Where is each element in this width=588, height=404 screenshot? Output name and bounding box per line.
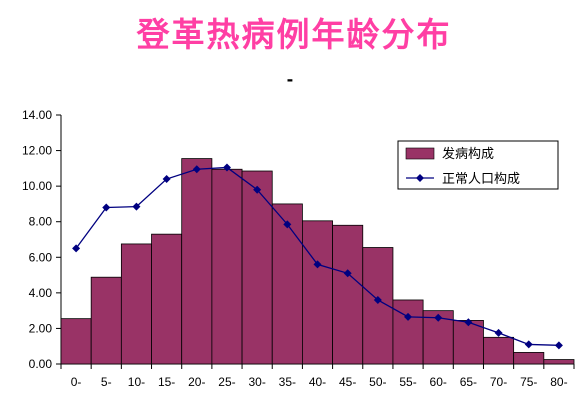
- chart-title: 登革热病例年龄分布: [136, 15, 452, 54]
- x-tick-label: 35-: [279, 375, 296, 389]
- y-tick-label: 12.00: [22, 144, 52, 158]
- y-axis: 0.00 2.00 4.00 6.00 8.00 10.00 12.00 14.00: [22, 108, 62, 371]
- x-tick-label: 5-: [101, 375, 112, 389]
- bar: [181, 158, 213, 365]
- y-tick-label: 8.00: [29, 215, 53, 229]
- bar: [302, 220, 333, 365]
- bar: [211, 168, 243, 365]
- x-tick-label: 55-: [399, 375, 416, 389]
- bar: [241, 170, 273, 365]
- line-series: [72, 163, 563, 350]
- line-point: [404, 312, 413, 321]
- x-tick-label: 60-: [430, 375, 447, 389]
- line-point: [434, 313, 443, 322]
- line-point: [524, 340, 533, 349]
- legend-label-bars: 发病构成: [442, 146, 494, 162]
- x-tick-label: 15-: [158, 375, 175, 389]
- bar: [452, 320, 484, 365]
- y-tick-label: 2.00: [29, 321, 53, 335]
- x-tick-label: 75-: [520, 375, 537, 389]
- x-tick-label: 10-: [128, 375, 145, 389]
- legend-bar-swatch: [405, 147, 435, 160]
- line-point: [494, 328, 503, 337]
- x-tick-label: 70-: [490, 375, 507, 389]
- bar: [483, 336, 515, 365]
- x-tick-label: 25-: [218, 375, 235, 389]
- line-point: [222, 163, 231, 172]
- x-axis: 0- 5- 10- 15- 20- 25- 30- 35- 40- 45- 50- 55- 60- 65-…: [60, 363, 575, 389]
- bar: [543, 359, 575, 365]
- bar-series: [60, 158, 575, 365]
- line-point: [253, 185, 262, 194]
- line-point: [72, 244, 81, 253]
- bar: [332, 224, 364, 365]
- y-tick-label: 10.00: [22, 179, 52, 193]
- x-tick-label: 0-: [71, 375, 82, 389]
- bar: [151, 233, 183, 365]
- legend: 发病构成 正常人口构成: [397, 140, 559, 190]
- x-tick-label: 20-: [188, 375, 205, 389]
- line-point: [162, 175, 171, 184]
- bar: [120, 243, 152, 365]
- legend-label-line: 正常人口构成: [442, 172, 520, 187]
- bar: [513, 352, 545, 365]
- x-tick-label: 30-: [248, 375, 265, 389]
- y-tick-label: 14.00: [22, 108, 52, 122]
- y-tick-label: 4.00: [29, 286, 53, 300]
- line-point: [554, 341, 563, 350]
- line-point: [132, 202, 141, 211]
- line-point: [102, 203, 111, 212]
- line-point: [283, 220, 292, 229]
- x-tick-label: 50-: [369, 375, 386, 389]
- x-tick-label: 45-: [339, 375, 356, 389]
- line-point: [373, 295, 382, 304]
- y-tick-label: 0.00: [29, 357, 53, 371]
- chart-subtitle: -: [286, 70, 294, 89]
- legend-line-marker: [416, 174, 424, 182]
- line-point: [313, 260, 322, 269]
- bar: [60, 318, 92, 365]
- line-point: [464, 318, 473, 327]
- y-tick-label: 6.00: [29, 250, 53, 264]
- x-tick-label: 80-: [550, 375, 567, 389]
- line-point: [192, 165, 201, 174]
- bar: [271, 203, 303, 365]
- x-tick-label: 65-: [460, 375, 477, 389]
- bar: [90, 276, 122, 365]
- bar: [392, 299, 424, 365]
- line-point: [343, 269, 352, 278]
- x-tick-label: 40-: [309, 375, 326, 389]
